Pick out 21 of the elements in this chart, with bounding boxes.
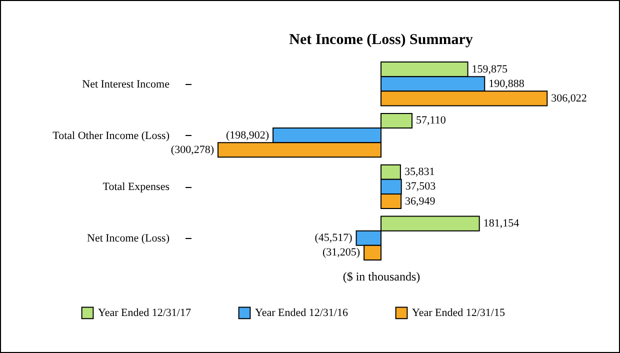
legend-label: Year Ended 12/31/15 bbox=[412, 306, 506, 319]
data-label: 35,831 bbox=[404, 166, 435, 178]
text: ($ in thousands) bbox=[342, 270, 420, 284]
y-tick-label: Total Expenses bbox=[102, 181, 170, 194]
legend-label: Year Ended 12/31/16 bbox=[255, 306, 348, 319]
data-label: 306,022 bbox=[551, 92, 587, 104]
legend-label: Year Ended 12/31/17 bbox=[98, 306, 192, 319]
data-label: (45,517) bbox=[314, 232, 353, 244]
data-label: 37,503 bbox=[405, 180, 436, 193]
data-label: (198,902) bbox=[226, 129, 270, 142]
data-label: (31,205) bbox=[322, 246, 360, 259]
data-label: 190,888 bbox=[488, 78, 525, 90]
y-tick-label: Net Income (Loss) bbox=[87, 232, 170, 245]
data-label: 57,110 bbox=[416, 114, 446, 127]
data-label: 36,949 bbox=[405, 195, 436, 208]
chart-title: Net Income (Loss) Summary bbox=[289, 32, 474, 48]
y-tick-label: Net Interest Income bbox=[82, 78, 170, 90]
data-label: 181,154 bbox=[483, 218, 520, 230]
data-label: (300,278) bbox=[170, 144, 214, 156]
data-label: 159,875 bbox=[472, 63, 508, 76]
y-tick-label: Total Other Income (Loss) bbox=[52, 130, 170, 142]
